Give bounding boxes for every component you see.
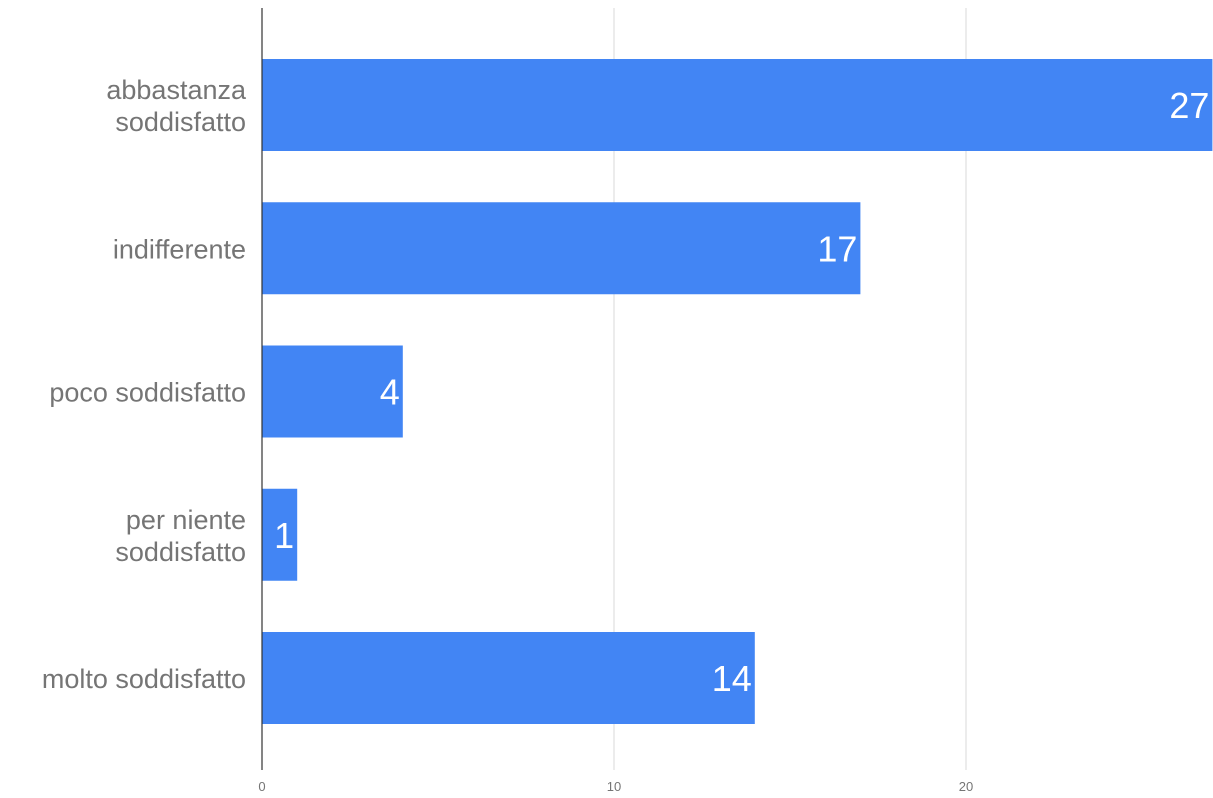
category-label: molto soddisfatto: [42, 664, 246, 694]
category-label: indifferente: [113, 234, 246, 264]
bar-value-label: 4: [380, 372, 400, 413]
category-label: per niente soddisfatto: [115, 505, 246, 567]
category-label-line: abbastanza: [106, 75, 247, 105]
x-tick-label: 10: [607, 779, 621, 794]
bars: [262, 59, 1213, 724]
category-label: poco soddisfatto: [49, 378, 246, 408]
category-label: abbastanza soddisfatto: [106, 75, 247, 137]
bar: [262, 488, 298, 581]
x-tick-label: 20: [959, 779, 973, 794]
x-tick-label: 0: [258, 779, 265, 794]
bar-value-label: 27: [1169, 85, 1209, 126]
bar: [262, 632, 755, 724]
bar-value-label: 1: [274, 515, 294, 556]
category-label-line: soddisfatto: [115, 537, 246, 567]
bar-value-label: 17: [817, 228, 857, 269]
category-label-line: molto soddisfatto: [42, 664, 246, 694]
category-label-line: indifferente: [113, 234, 246, 264]
category-label-line: poco soddisfatto: [49, 378, 246, 408]
bar-value-label: 14: [712, 658, 752, 699]
bar: [262, 59, 1213, 151]
bar: [262, 202, 861, 295]
category-label-line: soddisfatto: [115, 107, 246, 137]
bar: [262, 345, 403, 438]
category-label-line: per niente: [126, 505, 246, 535]
